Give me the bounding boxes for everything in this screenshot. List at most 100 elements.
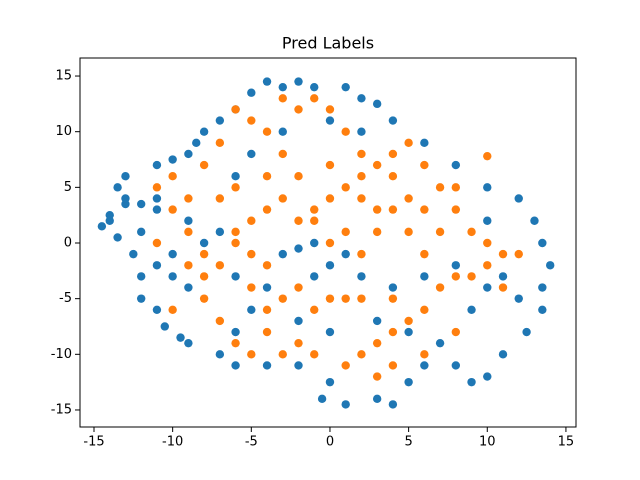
point [451, 361, 461, 370]
point [325, 160, 335, 170]
point [388, 283, 398, 292]
point [199, 272, 209, 281]
point [420, 205, 429, 214]
point [262, 127, 272, 136]
point [310, 205, 319, 214]
point [160, 322, 169, 331]
point [247, 283, 256, 292]
point [538, 238, 547, 248]
point [247, 249, 256, 259]
point [388, 149, 398, 159]
point [435, 227, 445, 237]
point [192, 138, 201, 148]
point [404, 138, 413, 148]
point [129, 249, 138, 259]
point [262, 327, 272, 337]
point [168, 205, 177, 214]
point [325, 105, 335, 114]
point [184, 227, 193, 237]
point [357, 94, 366, 103]
point [317, 394, 327, 404]
point [152, 205, 162, 214]
point [262, 361, 272, 370]
point [451, 183, 461, 192]
point [325, 238, 335, 248]
point [121, 172, 130, 181]
point [467, 305, 476, 314]
point [514, 194, 523, 203]
point [152, 238, 162, 248]
point [278, 194, 287, 203]
point [262, 172, 272, 181]
point [514, 249, 523, 259]
x-tick-label: 0 [326, 435, 334, 450]
point [278, 82, 287, 92]
point [231, 361, 240, 370]
point [467, 272, 476, 281]
point [372, 205, 382, 214]
point [231, 227, 240, 237]
y-tick-label: 10 [55, 124, 72, 139]
point [184, 338, 193, 348]
point [388, 205, 398, 214]
point [325, 294, 335, 303]
point [420, 361, 429, 370]
point [388, 361, 398, 370]
point [483, 372, 492, 381]
point [184, 283, 193, 292]
point [538, 283, 547, 292]
point [372, 99, 382, 109]
point [404, 194, 413, 203]
point [247, 305, 256, 314]
point [231, 172, 240, 181]
point [97, 222, 107, 231]
axes-frame [79, 57, 577, 428]
point [467, 227, 476, 237]
point [357, 172, 366, 181]
point [420, 350, 429, 359]
point [514, 294, 523, 303]
point [136, 227, 146, 237]
point [341, 400, 350, 409]
point [152, 160, 162, 170]
point [372, 394, 382, 404]
point [294, 244, 303, 253]
point [357, 149, 366, 159]
point [341, 127, 350, 136]
point [294, 216, 303, 225]
point [388, 400, 398, 409]
point [215, 227, 225, 237]
point [420, 138, 429, 148]
point [325, 261, 335, 270]
point [483, 283, 492, 292]
point [215, 350, 225, 359]
x-tick-label: 10 [479, 435, 496, 450]
point [483, 261, 492, 270]
point [451, 272, 461, 281]
point [310, 305, 319, 314]
point [325, 116, 335, 125]
point [538, 305, 547, 314]
point [357, 249, 366, 259]
point [310, 350, 319, 359]
point [341, 249, 350, 259]
point [278, 127, 287, 136]
x-tick-label: -15 [83, 435, 104, 450]
point [530, 216, 539, 225]
x-tick-label: -5 [245, 435, 258, 450]
y-tick-label: -10 [51, 347, 72, 362]
point [247, 88, 256, 97]
point [435, 338, 445, 348]
point [451, 205, 461, 214]
point [184, 149, 193, 159]
point [372, 372, 382, 381]
point [388, 294, 398, 303]
x-tick-label: 15 [558, 435, 575, 450]
point [231, 338, 240, 348]
point [294, 105, 303, 114]
point [113, 183, 122, 192]
plot-area [97, 77, 555, 409]
point [420, 160, 429, 170]
point [498, 350, 508, 359]
